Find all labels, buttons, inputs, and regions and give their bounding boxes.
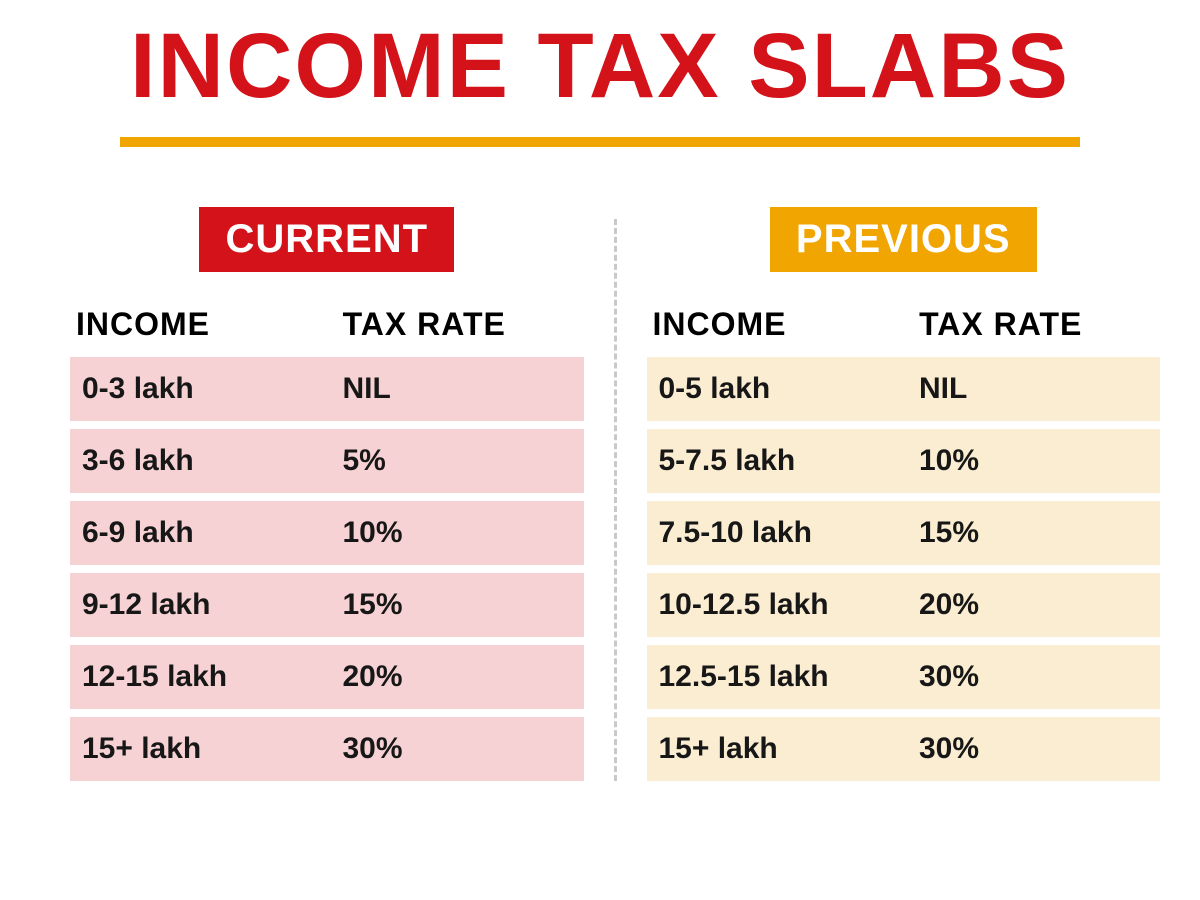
badge-wrap: CURRENT — [70, 207, 584, 272]
cell-rate: NIL — [322, 372, 571, 406]
current-rows: 0-3 lakhNIL 3-6 lakh5% 6-9 lakh10% 9-12 lak… — [70, 357, 584, 781]
header-rate: TAX RATE — [899, 306, 1154, 343]
column-headers: INCOME TAX RATE — [647, 306, 1161, 343]
table-row: 15+ lakh30% — [647, 717, 1161, 781]
cell-rate: 15% — [899, 516, 1148, 550]
current-column: CURRENT INCOME TAX RATE 0-3 lakhNIL 3-6 l… — [70, 207, 614, 781]
cell-rate: 20% — [322, 660, 571, 694]
cell-rate: 30% — [899, 732, 1148, 766]
current-badge: CURRENT — [199, 207, 454, 272]
header-income: INCOME — [76, 306, 323, 343]
cell-rate: 10% — [322, 516, 571, 550]
cell-income: 5-7.5 lakh — [659, 444, 899, 478]
cell-rate: 5% — [322, 444, 571, 478]
cell-income: 12-15 lakh — [82, 660, 322, 694]
table-row: 15+ lakh30% — [70, 717, 584, 781]
previous-badge: PREVIOUS — [770, 207, 1037, 272]
cell-rate: NIL — [899, 372, 1148, 406]
table-row: 0-5 lakhNIL — [647, 357, 1161, 421]
cell-income: 0-3 lakh — [82, 372, 322, 406]
cell-rate: 15% — [322, 588, 571, 622]
table-row: 12.5-15 lakh30% — [647, 645, 1161, 709]
table-row: 7.5-10 lakh15% — [647, 501, 1161, 565]
cell-rate: 30% — [899, 660, 1148, 694]
cell-income: 15+ lakh — [82, 732, 322, 766]
tax-slabs-infographic: INCOME TAX SLABS CURRENT INCOME TAX RATE… — [0, 0, 1200, 900]
header-rate: TAX RATE — [323, 306, 578, 343]
column-headers: INCOME TAX RATE — [70, 306, 584, 343]
cell-income: 0-5 lakh — [659, 372, 899, 406]
table-row: 12-15 lakh20% — [70, 645, 584, 709]
cell-rate: 30% — [322, 732, 571, 766]
table-row: 10-12.5 lakh20% — [647, 573, 1161, 637]
header-income: INCOME — [653, 306, 900, 343]
cell-rate: 10% — [899, 444, 1148, 478]
table-row: 9-12 lakh15% — [70, 573, 584, 637]
table-row: 0-3 lakhNIL — [70, 357, 584, 421]
badge-wrap: PREVIOUS — [647, 207, 1161, 272]
cell-income: 10-12.5 lakh — [659, 588, 899, 622]
cell-income: 7.5-10 lakh — [659, 516, 899, 550]
table-row: 5-7.5 lakh10% — [647, 429, 1161, 493]
cell-income: 15+ lakh — [659, 732, 899, 766]
previous-rows: 0-5 lakhNIL 5-7.5 lakh10% 7.5-10 lakh15% 10… — [647, 357, 1161, 781]
title-underline — [120, 137, 1080, 147]
comparison-columns: CURRENT INCOME TAX RATE 0-3 lakhNIL3-6 l… — [0, 207, 1200, 781]
table-row: 3-6 lakh5% — [70, 429, 584, 493]
cell-income: 3-6 lakh — [82, 444, 322, 478]
cell-rate: 20% — [899, 588, 1148, 622]
table-row: 6-9 lakh10% — [70, 501, 584, 565]
cell-income: 9-12 lakh — [82, 588, 322, 622]
previous-column: PREVIOUS INCOME TAX RATE 0-5 lakhNIL 5-7.… — [617, 207, 1161, 781]
cell-income: 6-9 lakh — [82, 516, 322, 550]
page-title: INCOME TAX SLABS — [0, 0, 1200, 119]
cell-income: 12.5-15 lakh — [659, 660, 899, 694]
